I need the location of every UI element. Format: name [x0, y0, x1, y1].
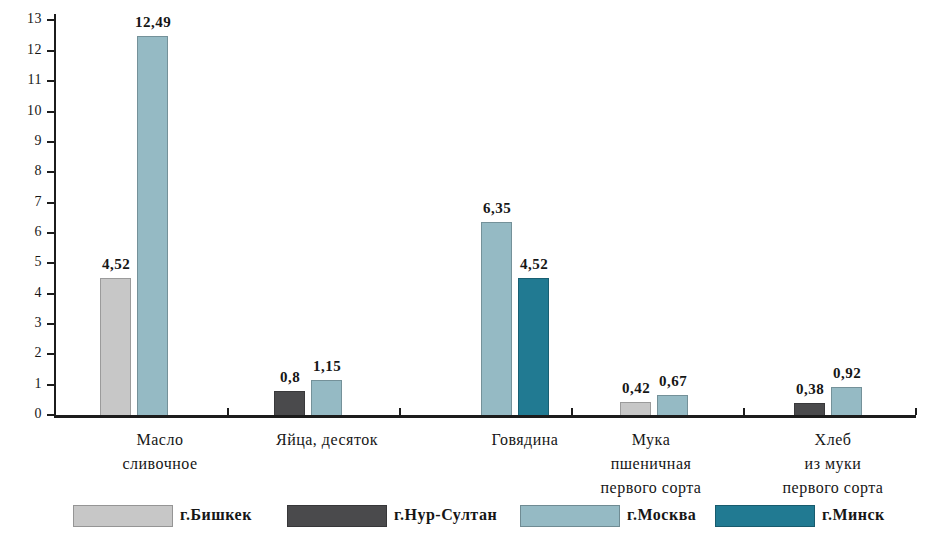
legend-swatch-moscow — [520, 505, 620, 527]
price-comparison-bar-chart: 0123456789101112134,5212,490,81,156,354,… — [0, 0, 936, 544]
legend-swatch-minsk — [715, 505, 815, 527]
legend-swatch-nur-sultan — [287, 505, 387, 527]
legend: г.Бишкек г.Нур-Султан г.Москва г.Минск — [0, 0, 936, 544]
legend-label-moscow: г.Москва — [627, 506, 696, 524]
legend-label-bishkek: г.Бишкек — [180, 506, 252, 524]
legend-label-nur-sultan: г.Нур-Султан — [394, 506, 497, 524]
legend-label-minsk: г.Минск — [822, 506, 885, 524]
legend-swatch-bishkek — [73, 505, 173, 527]
